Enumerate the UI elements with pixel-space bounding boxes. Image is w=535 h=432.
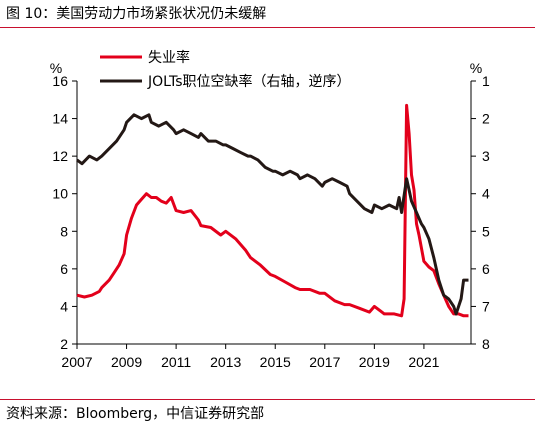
- right-axis-tick-label: 7: [482, 298, 490, 314]
- left-axis-tick-label: 12: [52, 148, 68, 164]
- right-axis-tick-label: 5: [482, 223, 490, 239]
- x-axis-tick-label: 2019: [359, 354, 390, 370]
- x-axis-tick-label: 2021: [408, 354, 439, 370]
- x-axis-tick-label: 2009: [111, 354, 142, 370]
- left-axis-tick-label: 14: [52, 111, 68, 127]
- chart-lines: [76, 103, 469, 318]
- right-axis-tick-label: 1: [482, 73, 490, 89]
- left-axis-tick-label: 6: [60, 261, 68, 277]
- jolts-openings-line: [76, 113, 469, 316]
- chart-title: 图 10：美国劳动力市场紧张状况仍未缓解: [6, 6, 267, 22]
- left-axis-tick-label: 16: [52, 73, 68, 89]
- x-axis-tick-label: 2011: [161, 354, 191, 370]
- title-divider: [0, 27, 535, 28]
- legend-item-unemployment-label: 失业率: [148, 49, 190, 66]
- left-axis-unit: %: [50, 60, 62, 76]
- x-axis-tick-label: 2013: [210, 354, 241, 370]
- right-axis-tick-label: 2: [482, 111, 490, 127]
- left-axis-tick-label: 10: [52, 186, 68, 202]
- footer-divider: [0, 399, 535, 400]
- right-axis-tick-label: 8: [482, 336, 490, 352]
- right-axis-tick-label: 4: [482, 186, 490, 202]
- left-axis-tick-label: 4: [60, 298, 68, 314]
- unemployment-rate-line: [76, 103, 469, 318]
- left-axis-tick-label: 2: [60, 336, 68, 352]
- right-axis-unit: %: [470, 60, 482, 76]
- legend-item-jolts-label: JOLTs职位空缺率（右轴，逆序）: [147, 73, 351, 90]
- source-note: 资料来源：Bloomberg，中信证券研究部: [6, 406, 265, 422]
- x-axis-tick-label: 2007: [61, 354, 92, 370]
- chart-legend: 失业率 JOLTs职位空缺率（右轴，逆序）: [100, 49, 351, 90]
- x-axis-tick-label: 2017: [309, 354, 340, 370]
- x-axis-tick-label: 2015: [260, 354, 291, 370]
- right-axis-tick-label: 6: [482, 261, 490, 277]
- left-axis-tick-label: 8: [60, 223, 68, 239]
- right-axis-tick-label: 3: [482, 148, 490, 164]
